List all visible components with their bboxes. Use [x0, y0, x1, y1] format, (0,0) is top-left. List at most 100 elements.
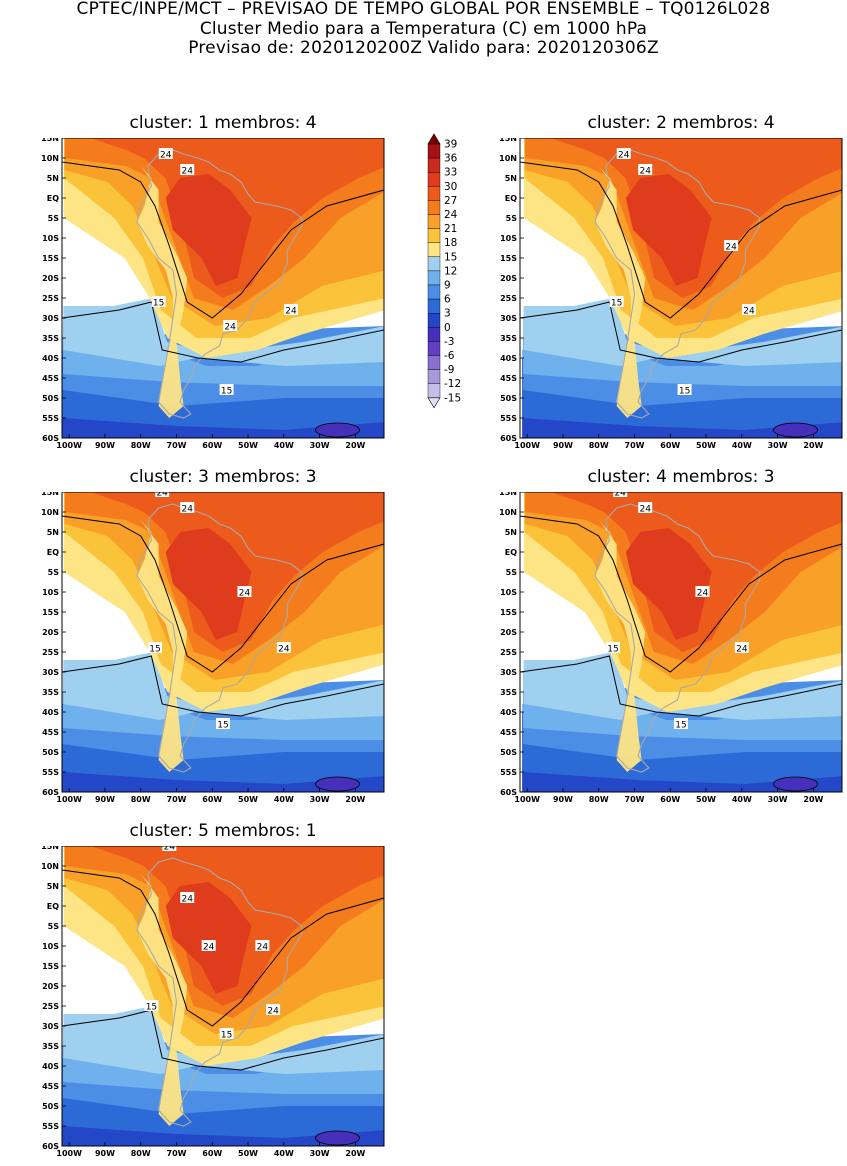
colorbar-label: 15	[444, 251, 457, 263]
svg-text:24: 24	[257, 943, 269, 953]
lat-label: 30S	[42, 1022, 59, 1031]
lon-label: 40W	[274, 441, 294, 450]
lat-label: 35S	[42, 1042, 59, 1051]
lat-label: 30S	[42, 668, 59, 677]
panel-title: cluster: 5 membros: 1	[129, 821, 317, 841]
temperature-band	[625, 528, 712, 640]
contour-label: 24	[741, 304, 756, 317]
contour-label: 24	[223, 320, 238, 333]
colorbar-label: 3	[444, 308, 451, 320]
panel-title: cluster: 3 membros: 3	[129, 467, 317, 487]
lat-label: 45S	[42, 1082, 59, 1091]
coastline	[594, 503, 761, 773]
lon-label: 70W	[167, 441, 187, 450]
lon-label: 100W	[514, 441, 540, 450]
lon-label: 80W	[131, 1149, 151, 1158]
coastline	[136, 857, 303, 1127]
contour-24	[520, 515, 842, 673]
lat-label: 10S	[500, 234, 517, 243]
lat-label: 10S	[42, 942, 59, 951]
contour-24	[62, 161, 384, 319]
lon-label: 80W	[589, 441, 609, 450]
panel-title: cluster: 2 membros: 4	[587, 113, 775, 133]
lon-label: 70W	[625, 441, 645, 450]
coastline	[136, 503, 303, 773]
lat-label: 5S	[48, 568, 60, 577]
lat-label: 45S	[42, 728, 59, 737]
colorbar-label: 21	[444, 223, 457, 235]
lat-label: 20S	[42, 982, 59, 991]
lat-label: 60S	[500, 788, 517, 797]
svg-text:15: 15	[607, 645, 618, 655]
lon-label: 30W	[310, 795, 330, 804]
svg-text:24: 24	[181, 167, 193, 177]
lat-label: 45S	[500, 374, 517, 383]
lat-label: 40S	[42, 354, 59, 363]
map-frame	[61, 137, 385, 439]
lat-label: 50S	[42, 394, 59, 403]
contour-24	[520, 161, 842, 319]
contour-label: 24	[638, 502, 653, 515]
lat-label: 20S	[42, 628, 59, 637]
svg-text:24: 24	[224, 323, 236, 333]
lon-label: 60W	[660, 795, 680, 804]
lat-label: 20S	[42, 274, 59, 283]
lat-label: EQ	[47, 548, 59, 557]
colorbar-label: 39	[444, 139, 457, 151]
contour-label: 24	[201, 940, 216, 953]
map-panel-3: 24 24 24 24 15 15 15N 10N 5N EQ 5S 10S 15S 20S 25S 30S 3…	[22, 486, 388, 812]
svg-text:24: 24	[618, 151, 630, 161]
lat-label: 55S	[42, 414, 59, 423]
lat-label: 5N	[47, 528, 59, 537]
map-frame	[61, 491, 385, 793]
lat-label: 35S	[500, 334, 517, 343]
cold-pocket	[315, 422, 360, 438]
colorbar-swatch	[427, 341, 441, 356]
map-frame	[61, 845, 385, 1147]
colorbar-swatch	[427, 270, 441, 286]
lat-label: 5N	[505, 174, 517, 183]
contour-24	[62, 515, 384, 673]
contour-15	[62, 301, 384, 363]
lon-label: 100W	[56, 441, 82, 450]
svg-text:15: 15	[675, 721, 686, 731]
lat-label: 30S	[42, 314, 59, 323]
temperature-band	[63, 298, 384, 366]
temperature-map: 24 24 24 24 15 15 15N 10N 5N EQ 5S 10S 15S 20S 25S 30S 3…	[41, 134, 385, 450]
header-subtitle: Cluster Medio para a Temperatura (C) em …	[199, 18, 648, 39]
map-frame	[519, 491, 843, 793]
svg-text:24: 24	[164, 846, 176, 853]
lat-label: 15N	[499, 138, 517, 143]
lat-label: 10S	[42, 234, 59, 243]
lon-label: 100W	[56, 795, 82, 804]
lat-label: 15N	[41, 846, 59, 851]
coastline	[594, 149, 761, 419]
panel-title: cluster: 4 membros: 3	[587, 467, 775, 487]
lat-label: 5S	[48, 922, 60, 931]
svg-text:15: 15	[221, 387, 232, 397]
svg-text:24: 24	[697, 589, 709, 599]
panel-title: cluster: 1 membros: 4	[129, 113, 317, 133]
lon-label: 20W	[345, 441, 365, 450]
svg-text:24: 24	[639, 167, 651, 177]
lat-label: 45S	[500, 728, 517, 737]
temperature-band	[625, 174, 712, 286]
contour-label: 15	[144, 1000, 159, 1013]
lon-label: 60W	[202, 795, 222, 804]
contour-label: 15	[148, 642, 163, 655]
colorbar-swatch	[427, 312, 441, 328]
colorbar-label: -15	[444, 392, 461, 404]
temperature-band	[165, 528, 252, 640]
lat-label: 10N	[499, 154, 517, 163]
lat-label: 55S	[500, 414, 517, 423]
lat-label: 5N	[505, 528, 517, 537]
colorbar-label: 24	[444, 209, 458, 221]
lat-label: 30S	[500, 314, 517, 323]
svg-text:24: 24	[743, 307, 755, 317]
colorbar-label: 6	[444, 294, 451, 306]
colorbar-swatch	[427, 214, 441, 229]
colorbar-label: 18	[444, 237, 457, 249]
lon-label: 60W	[202, 441, 222, 450]
coastline	[136, 149, 303, 419]
colorbar-label: -12	[444, 378, 461, 390]
